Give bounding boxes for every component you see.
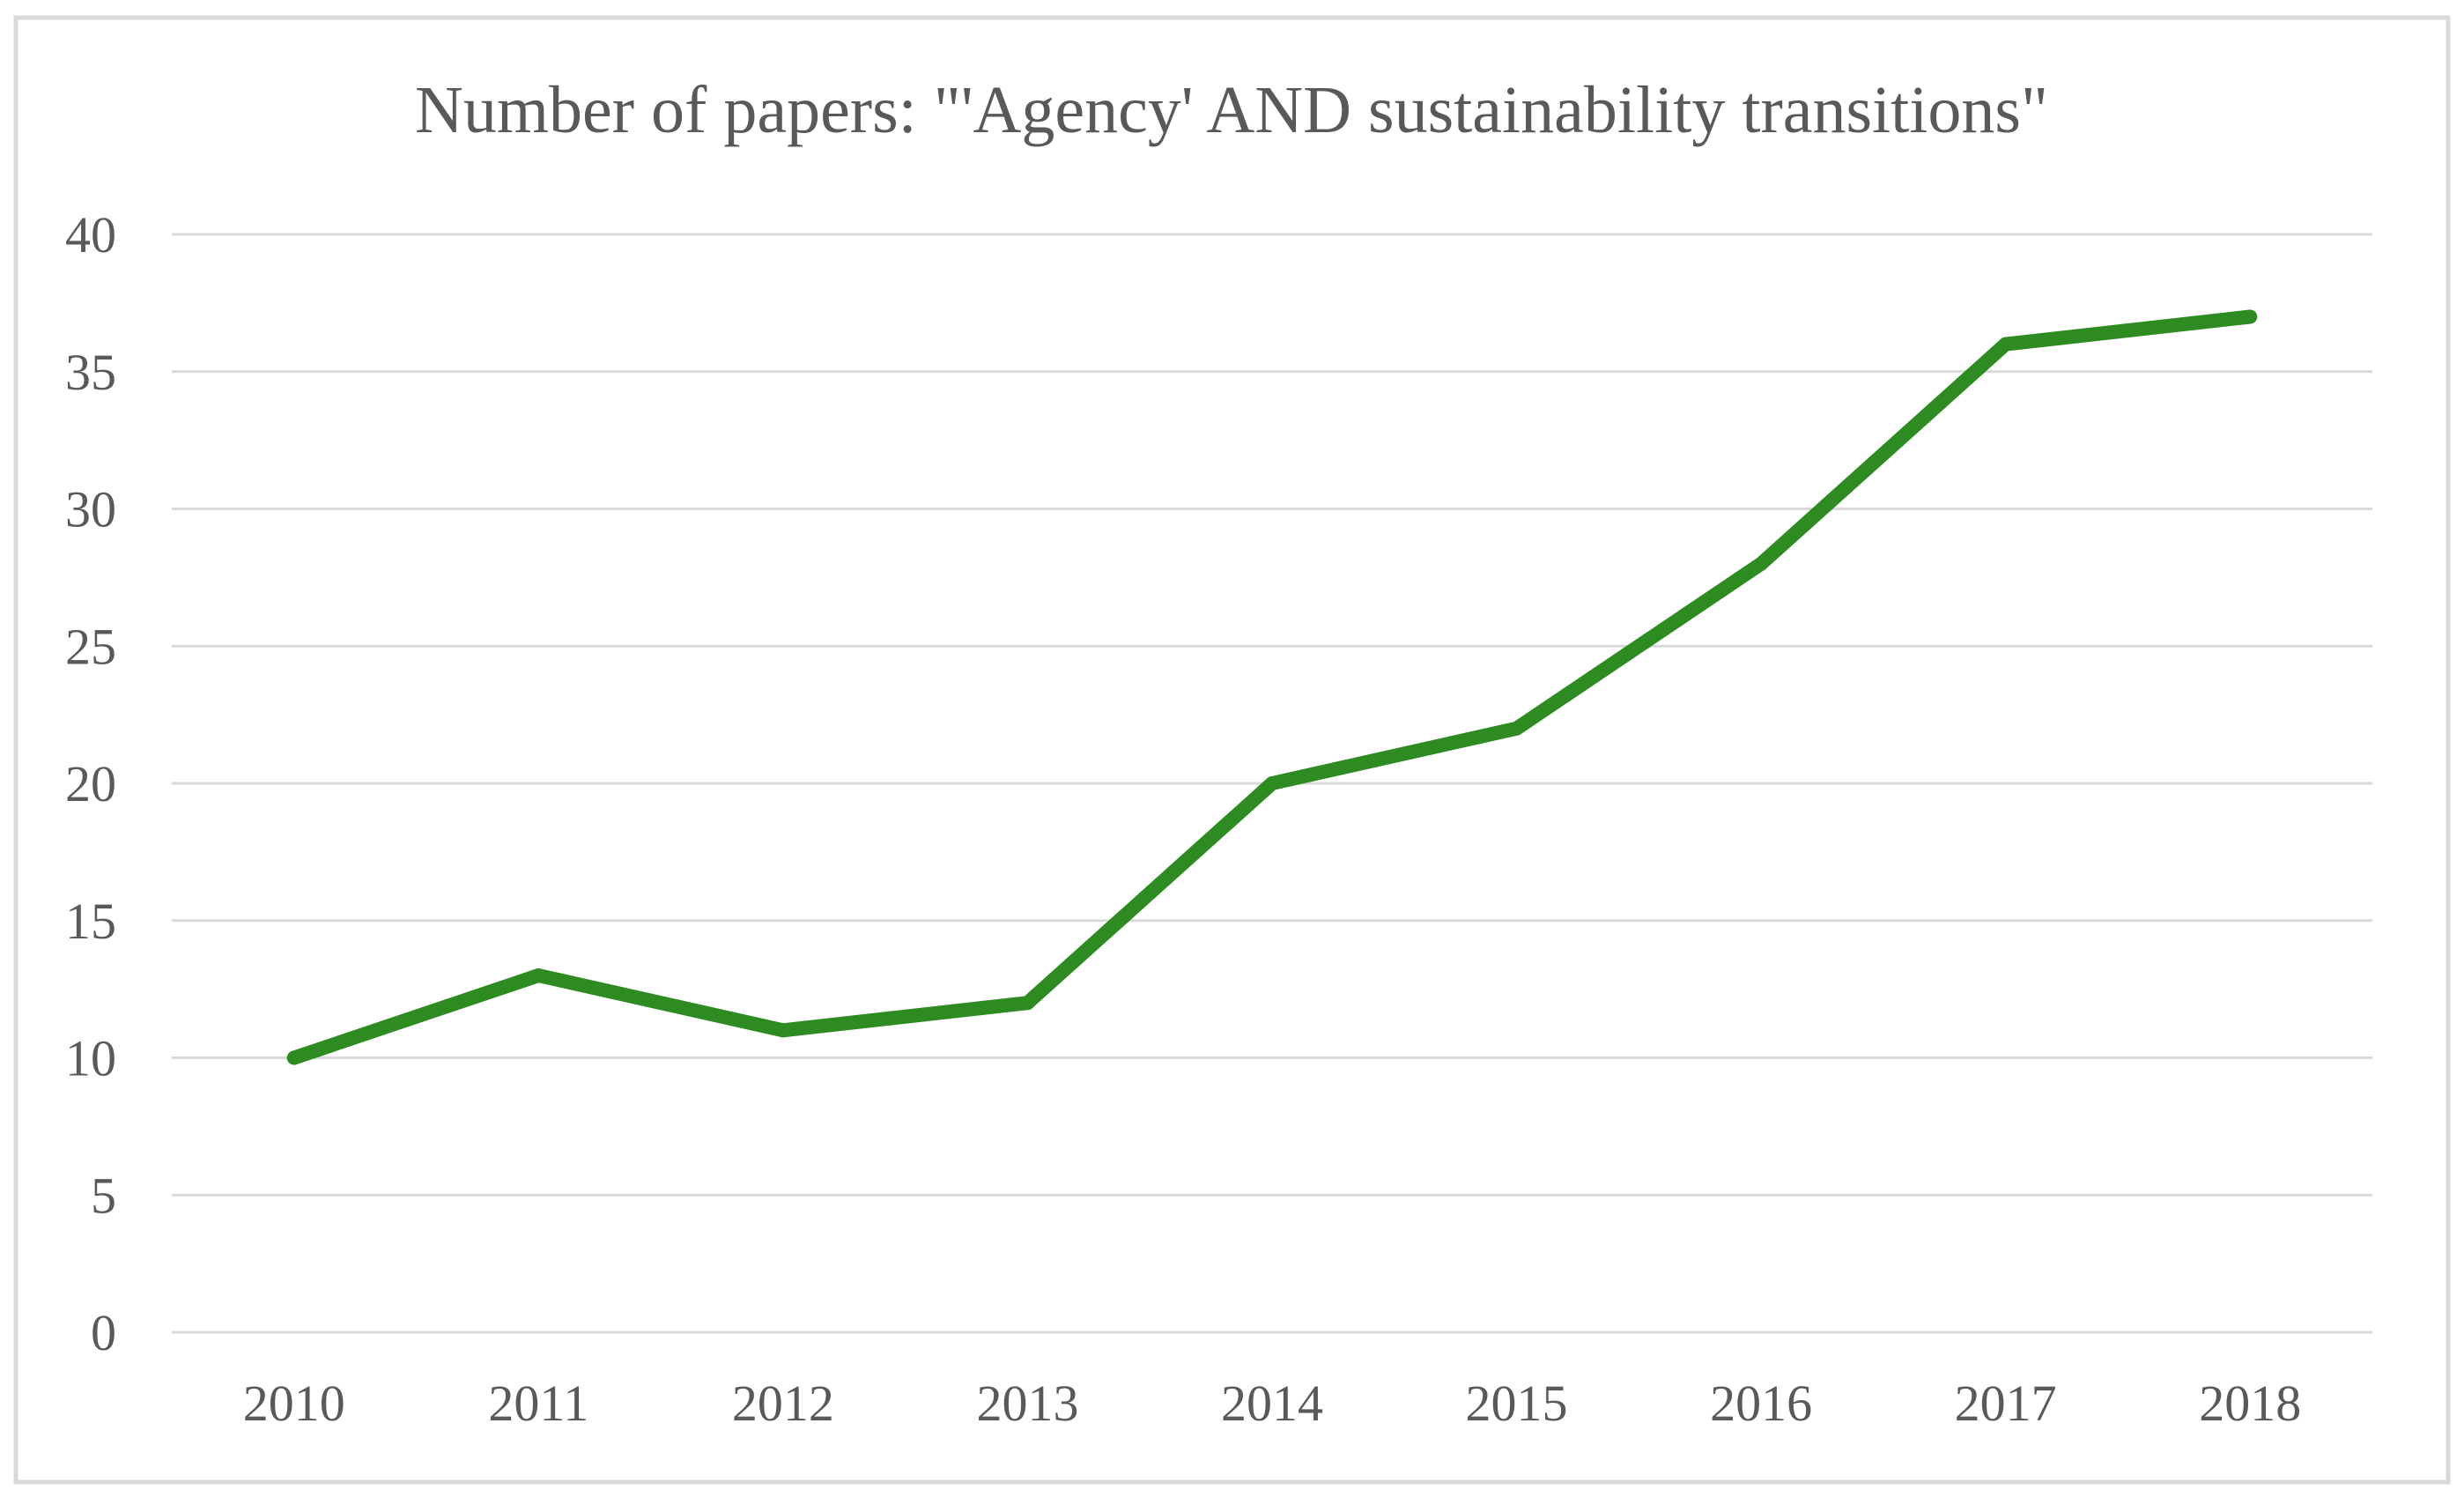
y-tick-label-5: 5 <box>91 1167 116 1224</box>
y-tick-label-30: 30 <box>65 481 116 538</box>
x-tick-label-2017: 2017 <box>1955 1375 2057 1432</box>
x-tick-label-2016: 2016 <box>1710 1375 1812 1432</box>
data-point-2013 <box>1020 996 1035 1011</box>
y-tick-label-35: 35 <box>65 344 116 401</box>
y-tick-label-15: 15 <box>65 893 116 950</box>
data-point-2016 <box>1754 556 1769 571</box>
data-point-2010 <box>286 1050 301 1065</box>
x-tick-label-2012: 2012 <box>732 1375 834 1432</box>
y-tick-label-25: 25 <box>65 618 116 675</box>
x-tick-label-2010: 2010 <box>243 1375 345 1432</box>
y-tick-label-0: 0 <box>91 1304 116 1361</box>
data-point-2011 <box>531 968 546 983</box>
y-tick-label-40: 40 <box>65 206 116 263</box>
y-axis-tick-labels: 0 5 10 15 20 25 30 35 40 <box>65 206 116 1361</box>
x-tick-label-2018: 2018 <box>2199 1375 2301 1432</box>
x-tick-label-2014: 2014 <box>1221 1375 1323 1432</box>
data-point-2014 <box>1265 776 1279 790</box>
x-tick-label-2013: 2013 <box>976 1375 1078 1432</box>
data-point-2015 <box>1509 721 1524 736</box>
y-tick-label-20: 20 <box>65 755 116 812</box>
x-tick-label-2011: 2011 <box>488 1375 588 1432</box>
data-point-2017 <box>1998 337 2013 352</box>
data-point-2012 <box>775 1023 790 1038</box>
chart-title: Number of papers: "'Agency' AND sustaina… <box>415 73 2048 147</box>
data-point-2018 <box>2243 309 2258 324</box>
x-axis-tick-labels: 2010 2011 2012 2013 2014 2015 2016 2017 2018 <box>243 1375 2301 1432</box>
chart-frame <box>13 15 2451 1485</box>
y-tick-label-10: 10 <box>65 1030 116 1087</box>
x-tick-label-2015: 2015 <box>1466 1375 1568 1432</box>
series-lines <box>286 309 2258 1065</box>
